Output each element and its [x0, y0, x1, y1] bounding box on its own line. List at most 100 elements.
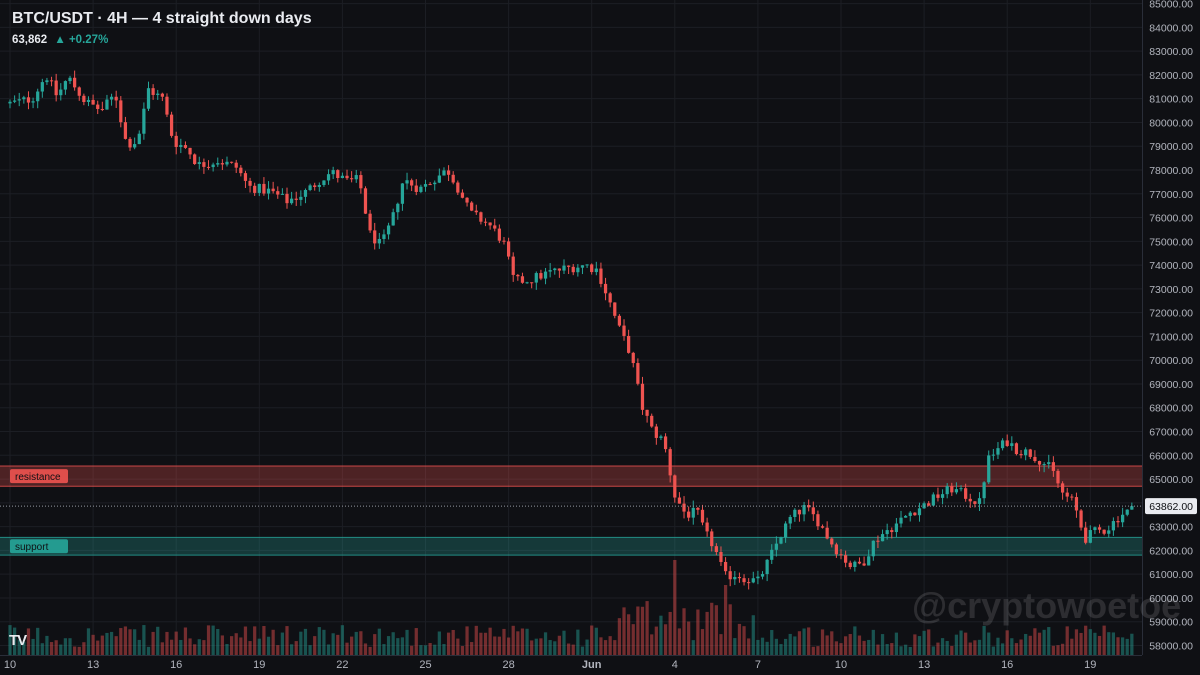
candle-body [788, 516, 792, 524]
candle-body [890, 530, 894, 533]
volume-bar [677, 628, 682, 655]
candle-body [867, 556, 871, 566]
tradingview-logo-icon[interactable]: TV [9, 632, 27, 649]
candle-body [1024, 449, 1028, 456]
candle-body [1010, 443, 1014, 446]
volume-bar [179, 639, 183, 655]
volume-bar [650, 634, 654, 655]
candle-body [816, 514, 820, 527]
time-tick-label: 28 [502, 659, 514, 671]
volume-bar [687, 621, 691, 655]
candle-body [1056, 470, 1060, 484]
candle-body [617, 315, 622, 326]
candle-body [585, 264, 589, 266]
candle-body [756, 576, 760, 579]
price-tick-label: 68000.00 [1149, 403, 1193, 415]
candle-body [377, 238, 381, 244]
candle-body [77, 87, 81, 96]
volume-bar [13, 627, 17, 655]
candle-body [1065, 492, 1069, 497]
volume-bar [386, 636, 391, 655]
volume-bar [931, 646, 935, 655]
volume-bar [442, 644, 446, 655]
volume-bar [848, 634, 852, 655]
candle-body [63, 81, 68, 90]
volume-bar [146, 646, 151, 655]
candle-body [571, 266, 575, 273]
candle-body [31, 101, 35, 103]
price-tick-label: 78000.00 [1149, 165, 1193, 177]
volume-bar [82, 642, 86, 655]
candle-body [400, 183, 405, 204]
candle-body [844, 555, 848, 563]
volume-bar [216, 628, 220, 655]
volume-bar [382, 644, 386, 655]
grid-lines [0, 0, 1142, 655]
volume-bar [733, 638, 737, 655]
volume-bar [659, 615, 663, 655]
candle-body [396, 203, 400, 213]
time-tick-label: 16 [1001, 659, 1013, 671]
candle-body [59, 89, 63, 96]
volume-bar [86, 628, 91, 655]
volume-bar [262, 626, 266, 655]
volume-bar [377, 628, 381, 655]
candle-body [109, 96, 114, 100]
volume-bar [1084, 625, 1088, 655]
time-axis[interactable]: 10 13 16 19 22 25 28 Jun 4 7 10 13 16 19 [0, 655, 1142, 672]
candle-body [548, 270, 552, 272]
volume-bar [520, 628, 525, 655]
volume-bar [456, 638, 460, 655]
volume-bar [488, 627, 492, 655]
volume-bar [885, 644, 889, 655]
candle-body [797, 509, 802, 515]
candle-body [308, 185, 312, 191]
candle-body [1037, 461, 1042, 465]
volume-bars [8, 560, 1134, 655]
candle-body [765, 559, 769, 575]
candle-body [423, 184, 428, 187]
volume-bar [1116, 637, 1120, 655]
price-axis[interactable]: 58000.00 59000.00 60000.00 61000.00 62000.00… [1142, 0, 1200, 675]
time-tick-label: 10 [835, 659, 847, 671]
volume-bar [580, 646, 585, 655]
candle-body [54, 80, 58, 96]
volume-bar [308, 645, 312, 655]
candle-body [331, 170, 335, 175]
candle-body [811, 507, 815, 515]
candle-body [156, 93, 160, 95]
candle-body [576, 267, 580, 273]
volume-bar [169, 639, 174, 655]
volume-bar [40, 643, 44, 655]
volume-bar [964, 632, 968, 655]
candle-body [253, 185, 257, 193]
price-tick-label: 76000.00 [1149, 213, 1193, 225]
candle-body [460, 192, 465, 198]
candle-body [225, 161, 229, 165]
candle-body [723, 561, 728, 572]
candle-body [603, 283, 608, 294]
candle-body [340, 175, 345, 179]
volume-bar [405, 629, 409, 655]
volume-bar [474, 625, 478, 655]
candle-body [1074, 497, 1079, 511]
candle-body [857, 561, 862, 564]
candle-body [885, 530, 889, 535]
candle-body [677, 497, 682, 504]
candle-body [188, 147, 192, 155]
volume-bar [317, 627, 321, 655]
volume-bar [525, 628, 529, 655]
candle-body [562, 265, 566, 271]
volume-bar [1079, 632, 1083, 655]
price-tick-label: 75000.00 [1149, 236, 1193, 248]
candle-body [13, 100, 17, 102]
candle-body [848, 562, 852, 568]
candle-body [1014, 443, 1019, 455]
candle-body [682, 503, 686, 512]
time-tick-label: 7 [755, 659, 761, 671]
candle-body [17, 99, 21, 101]
candle-body [229, 161, 234, 163]
candle-body [987, 455, 991, 483]
volume-bar [234, 633, 238, 655]
